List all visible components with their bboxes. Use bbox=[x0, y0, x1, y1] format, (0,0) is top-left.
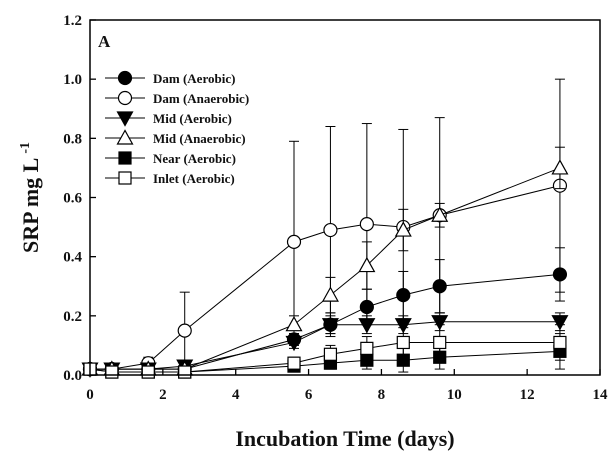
legend-label: Dam (Anaerobic) bbox=[153, 91, 249, 106]
data-point bbox=[360, 341, 374, 355]
legend-marker bbox=[118, 171, 132, 185]
y-tick-label: 0.2 bbox=[63, 309, 82, 325]
data-point bbox=[358, 256, 376, 273]
legend-label: Inlet (Aerobic) bbox=[153, 171, 235, 186]
legend-marker bbox=[117, 70, 133, 86]
data-point bbox=[177, 323, 192, 338]
series-line bbox=[90, 185, 561, 370]
data-point bbox=[321, 286, 339, 302]
legend-marker bbox=[116, 111, 134, 127]
series-line bbox=[90, 167, 561, 370]
data-point bbox=[551, 315, 569, 331]
x-tick-label: 2 bbox=[159, 387, 167, 403]
legend-label: Mid (Aerobic) bbox=[153, 111, 232, 126]
legend-label: Dam (Aerobic) bbox=[153, 71, 235, 86]
y-tick-label: 1.0 bbox=[63, 72, 82, 88]
data-point bbox=[431, 206, 449, 222]
data-point bbox=[396, 335, 410, 350]
legend-label: Near (Aerobic) bbox=[153, 151, 236, 166]
data-point bbox=[359, 217, 374, 232]
y-tick-label: 0.8 bbox=[63, 131, 82, 147]
data-point bbox=[431, 315, 449, 331]
series-5 bbox=[83, 324, 567, 379]
legend: Dam (Aerobic) Dam (Anaerobic) Mid (Aerobic… bbox=[105, 70, 249, 186]
data-point bbox=[433, 335, 447, 350]
data-point bbox=[321, 318, 339, 334]
data-point bbox=[285, 335, 303, 352]
y-tick-label: 0.6 bbox=[63, 191, 82, 207]
legend-marker bbox=[117, 90, 133, 106]
data-point bbox=[178, 365, 192, 379]
data-point bbox=[141, 365, 155, 379]
data-point bbox=[394, 221, 412, 237]
x-tick-label: 10 bbox=[447, 387, 462, 403]
x-tick-label: 6 bbox=[305, 387, 313, 403]
data-point bbox=[285, 315, 303, 332]
panel-label: A bbox=[98, 32, 111, 51]
x-tick-label: 12 bbox=[520, 387, 535, 403]
x-tick-label: 0 bbox=[86, 387, 94, 403]
y-tick-label: 0.0 bbox=[63, 368, 82, 384]
x-tick-label: 4 bbox=[232, 387, 240, 403]
x-tick-label: 14 bbox=[593, 387, 609, 403]
plot-area-frame bbox=[89, 19, 601, 376]
legend-label: Mid (Anaerobic) bbox=[153, 131, 246, 146]
data-point bbox=[553, 335, 567, 350]
data-point bbox=[551, 159, 569, 175]
data-point bbox=[286, 234, 302, 249]
y-axis-title: SRP mg L -1 bbox=[18, 142, 43, 253]
legend-marker bbox=[116, 129, 134, 145]
axis-ticks: 0 2 4 6 8 10 12 14 0.0 0.2 0.4 0.6 0.8 1.0 1.2 bbox=[63, 13, 608, 403]
series-line bbox=[89, 341, 560, 373]
data-point bbox=[394, 318, 412, 334]
y-tick-label: 0.4 bbox=[63, 250, 82, 266]
y-axis-title-main: SRP mg L bbox=[18, 158, 43, 253]
data-point bbox=[358, 318, 376, 334]
y-axis-title-superscript: -1 bbox=[18, 142, 33, 154]
y-tick-label: 1.2 bbox=[63, 13, 82, 29]
data-point bbox=[323, 222, 338, 238]
legend-marker bbox=[118, 151, 132, 165]
data-point bbox=[105, 365, 119, 379]
x-tick-label: 8 bbox=[378, 387, 386, 403]
x-axis-title: Incubation Time (days) bbox=[235, 426, 454, 451]
data-point bbox=[287, 356, 301, 370]
data-point bbox=[323, 347, 338, 361]
